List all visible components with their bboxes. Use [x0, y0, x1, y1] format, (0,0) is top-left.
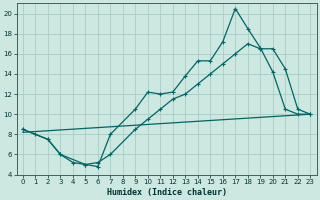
X-axis label: Humidex (Indice chaleur): Humidex (Indice chaleur) [107, 188, 227, 197]
